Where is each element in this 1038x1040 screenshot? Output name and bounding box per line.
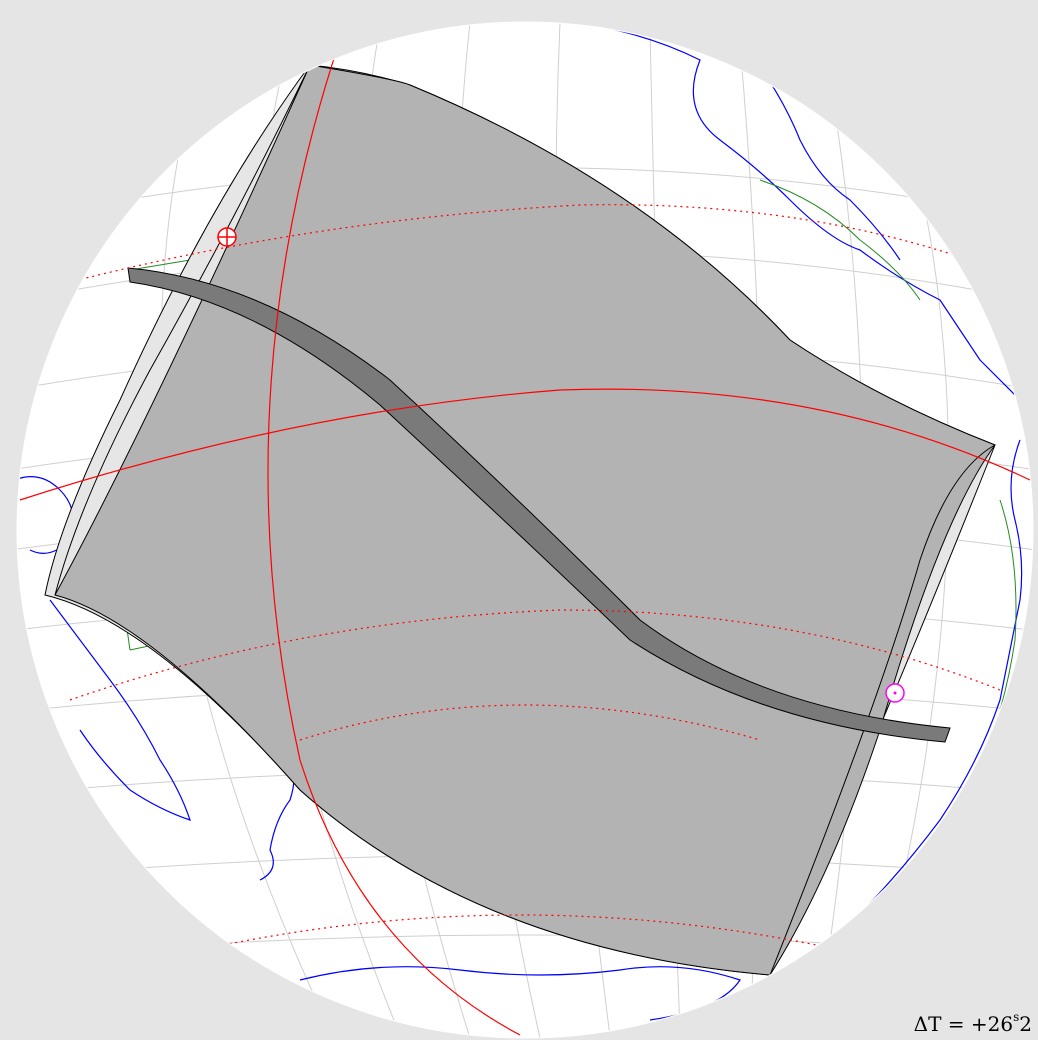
terminator-great-circle <box>267 39 521 1036</box>
sun-dot-icon <box>885 683 905 703</box>
crosshair-circle-icon <box>217 227 237 247</box>
globe-edge <box>16 21 1034 1039</box>
umbra-central-path <box>127 267 951 743</box>
penumbra-east-limb <box>769 444 996 976</box>
penumbra-west-limb <box>54 64 311 596</box>
tropic-south <box>69 609 1001 701</box>
tropic-north <box>39 204 1011 291</box>
polar-circle <box>199 704 841 951</box>
ecliptic-line <box>19 388 1031 501</box>
delta-t-label: ΔT = +26s2 <box>913 1010 1032 1036</box>
